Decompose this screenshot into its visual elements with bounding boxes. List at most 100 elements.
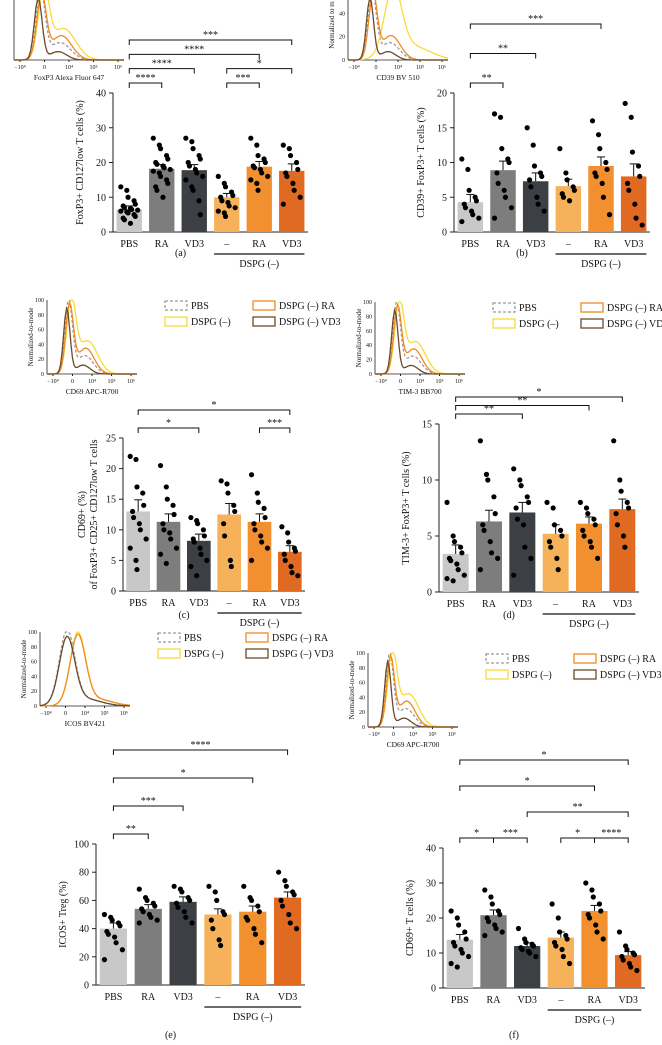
hist-x-tick-label: 10⁴ <box>416 379 424 385</box>
data-point <box>135 207 141 213</box>
data-point <box>634 967 640 974</box>
data-point <box>581 533 587 539</box>
y-tick-label: 15 <box>437 123 447 134</box>
data-point <box>450 578 456 584</box>
data-point <box>252 527 258 533</box>
hist-y-tick-label: 40 <box>366 343 372 349</box>
data-point <box>196 198 202 204</box>
x-tick-label: – <box>223 239 230 250</box>
data-point <box>502 194 509 200</box>
data-point <box>163 560 169 567</box>
data-point <box>261 505 267 511</box>
x-tick-label: RA <box>582 599 597 610</box>
data-point <box>168 536 174 542</box>
y-tick-label: 30 <box>96 123 106 134</box>
y-axis-label: TIM-3+ FoxP3+ T cells (%) <box>401 451 412 564</box>
hist-x-tick-label: 10⁴ <box>88 379 96 385</box>
data-point <box>598 908 604 914</box>
bar-chart-b: 0 5 10 15 20 CD39+ FoxP3+ T cells (%) PBS RA VD3… <box>416 14 650 270</box>
data-point <box>594 929 600 935</box>
legend-swatch-dspg <box>485 669 509 680</box>
data-point <box>480 522 486 528</box>
data-point <box>595 555 601 562</box>
data-point <box>183 177 189 183</box>
sig-label: *** <box>141 796 156 807</box>
x-tick-label: RA <box>594 239 609 250</box>
data-point <box>217 942 224 949</box>
data-point <box>264 545 271 551</box>
legend-label-dspg_vd3: DSPG (–) VD3 <box>607 319 662 330</box>
sig-bracket <box>469 23 602 29</box>
group-label: DSPG (–) <box>233 1012 273 1023</box>
hist-y-label: Normalized-to-mode <box>355 309 363 368</box>
legend-label-pbs: PBS <box>184 633 202 644</box>
data-point <box>170 502 176 508</box>
y-tick-label: 5 <box>442 193 447 204</box>
data-point <box>599 180 605 186</box>
y-tick-label: 0 <box>442 228 447 239</box>
data-point <box>189 920 195 926</box>
data-point <box>189 139 195 145</box>
data-point <box>501 187 507 193</box>
x-tick-label: RA <box>253 598 268 609</box>
sig-bracket <box>259 427 291 433</box>
legend-swatch-dspg_vd3 <box>245 648 269 659</box>
data-point <box>531 163 538 169</box>
data-point <box>489 901 495 907</box>
hist-x-tick-label: 10⁶ <box>127 379 135 385</box>
data-point <box>624 499 630 505</box>
data-point <box>454 561 460 567</box>
data-point <box>183 135 189 141</box>
data-point <box>470 212 476 218</box>
data-point <box>508 205 515 211</box>
data-point <box>265 173 271 179</box>
data-point <box>201 533 207 539</box>
data-point <box>633 215 639 221</box>
sig-label: *** <box>203 30 218 41</box>
data-point <box>136 920 142 926</box>
data-point <box>157 173 164 179</box>
data-point <box>577 499 583 505</box>
bar-1 <box>149 168 175 232</box>
data-point <box>200 527 207 533</box>
data-point <box>130 514 137 521</box>
hist-x-tick-label: 0 <box>392 732 395 738</box>
sig-label: * <box>212 400 217 411</box>
data-point <box>121 217 128 223</box>
data-point <box>186 163 193 169</box>
data-point <box>291 187 297 193</box>
hist-x-tick-label: 10⁵ <box>100 711 108 717</box>
data-point <box>523 939 529 946</box>
data-point <box>593 173 599 179</box>
data-point <box>231 502 237 508</box>
data-point <box>557 146 563 152</box>
data-point <box>225 490 231 496</box>
data-point <box>262 514 268 521</box>
data-point <box>524 494 530 500</box>
hist-y-tick-label: 20 <box>38 357 44 363</box>
sig-bracket <box>455 413 523 419</box>
data-point <box>551 522 558 528</box>
data-point <box>245 917 251 923</box>
legend-label-dspg_vd3: DSPG (–) VD3 <box>279 317 341 328</box>
data-point <box>559 533 565 539</box>
data-point <box>563 170 569 176</box>
data-point <box>451 539 458 545</box>
hist-y-label: Normalized-to-mode <box>27 308 35 367</box>
y-tick-label: 20 <box>96 158 106 169</box>
hist-x-tick-label: 10⁵ <box>428 732 436 738</box>
data-point <box>528 555 534 562</box>
hist-x-tick-label: 10⁶ <box>448 732 456 738</box>
data-point <box>482 932 488 939</box>
hist-y-tick-label: 80 <box>31 645 37 651</box>
data-point <box>590 894 596 900</box>
data-point <box>592 522 598 528</box>
y-tick-label: 40 <box>96 89 106 100</box>
data-point <box>488 550 495 556</box>
data-point <box>527 950 533 956</box>
group-label: DSPG (–) <box>569 619 609 630</box>
data-point <box>600 194 607 200</box>
data-point <box>287 152 294 159</box>
data-point <box>465 166 471 173</box>
hist-y-tick-label: 60 <box>366 329 372 335</box>
